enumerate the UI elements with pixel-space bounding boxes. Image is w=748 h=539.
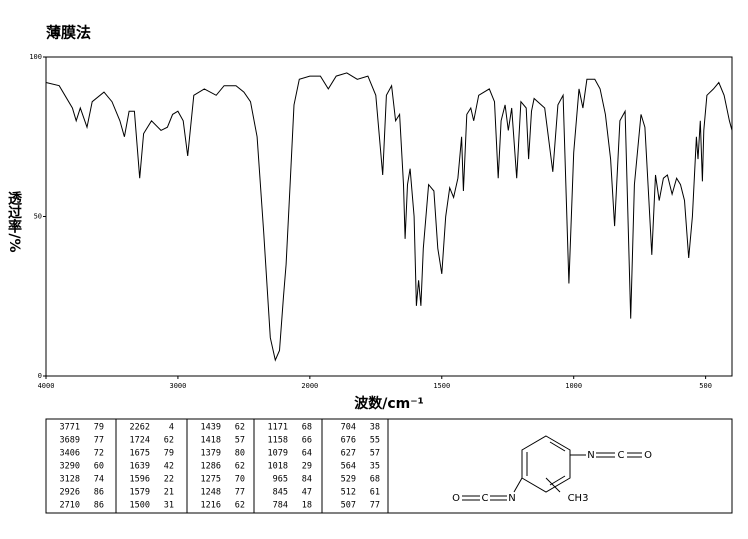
wavenumber: 2710 (60, 501, 80, 511)
wavenumber: 3771 (60, 423, 80, 433)
transmittance: 72 (94, 449, 104, 459)
transmittance: 68 (370, 475, 380, 485)
wavenumber: 1275 (201, 475, 221, 485)
wavenumber: 1248 (201, 488, 221, 498)
y-tick-label: 50 (34, 213, 42, 221)
wavenumber: 3406 (60, 449, 80, 459)
atom-label: N (508, 493, 515, 504)
table-frame (45, 418, 733, 514)
transmittance: 55 (370, 436, 380, 446)
double-bond (549, 475, 566, 486)
atom-label: CH3 (568, 493, 589, 504)
atom-label: C (482, 493, 489, 504)
wavenumber: 1286 (201, 462, 221, 472)
double-bond (549, 441, 566, 452)
chart-title: 薄膜法 (46, 24, 91, 42)
transmittance: 57 (235, 436, 245, 446)
wavenumber: 1079 (268, 449, 288, 459)
wavenumber: 704 (341, 423, 356, 433)
wavenumber: 1639 (130, 462, 150, 472)
transmittance: 60 (94, 462, 104, 472)
transmittance: 66 (302, 436, 312, 446)
y-tick-label: 100 (29, 53, 42, 61)
wavenumber: 1500 (130, 501, 150, 511)
transmittance: 62 (164, 436, 174, 446)
atom-label: N (587, 450, 594, 461)
wavenumber: 676 (341, 436, 356, 446)
transmittance: 4 (169, 423, 174, 433)
transmittance: 29 (302, 462, 312, 472)
wavenumber: 627 (341, 449, 356, 459)
transmittance: 74 (94, 475, 104, 485)
transmittance: 57 (370, 449, 380, 459)
wavenumber: 965 (273, 475, 288, 485)
benzene-ring (521, 435, 571, 493)
transmittance: 62 (235, 462, 245, 472)
transmittance: 38 (370, 423, 380, 433)
wavenumber: 845 (273, 488, 288, 498)
plot-frame (45, 56, 733, 377)
structure-bonds (462, 435, 642, 501)
bond (513, 477, 523, 493)
transmittance: 77 (235, 488, 245, 498)
wavenumber: 2262 (130, 423, 150, 433)
transmittance: 62 (235, 501, 245, 511)
bond (545, 477, 561, 493)
transmittance: 79 (164, 449, 174, 459)
atom-label: O (452, 493, 460, 504)
transmittance: 79 (94, 423, 104, 433)
wavenumber: 1596 (130, 475, 150, 485)
wavenumber: 1216 (201, 501, 221, 511)
spectrum-line (45, 72, 733, 362)
x-tick-label: 1000 (565, 382, 582, 390)
x-axis-label: 波数/cm⁻¹ (354, 395, 424, 412)
wavenumber: 1018 (268, 462, 288, 472)
transmittance: 86 (94, 488, 104, 498)
y-axis-label: 透过率/% (6, 191, 22, 252)
transmittance: 84 (302, 475, 312, 485)
wavenumber: 1158 (268, 436, 288, 446)
transmittance: 64 (302, 449, 312, 459)
wavenumber: 1724 (130, 436, 150, 446)
wavenumber: 507 (341, 501, 356, 511)
wavenumber: 2926 (60, 488, 80, 498)
transmittance: 86 (94, 501, 104, 511)
transmittance: 42 (164, 462, 174, 472)
transmittance: 21 (164, 488, 174, 498)
transmittance: 68 (302, 423, 312, 433)
x-tick-label: 500 (699, 382, 712, 390)
transmittance: 62 (235, 423, 245, 433)
transmittance: 61 (370, 488, 380, 498)
transmittance: 31 (164, 501, 174, 511)
wavenumber: 1379 (201, 449, 221, 459)
atom-label: O (644, 450, 652, 461)
transmittance: 77 (94, 436, 104, 446)
transmittance: 77 (370, 501, 380, 511)
x-tick-label: 3000 (169, 382, 186, 390)
y-tick-label: 0 (38, 372, 42, 380)
wavenumber: 512 (341, 488, 356, 498)
transmittance: 70 (235, 475, 245, 485)
transmittance: 22 (164, 475, 174, 485)
wavenumber: 1171 (268, 423, 288, 433)
wavenumber: 1439 (201, 423, 221, 433)
transmittance: 35 (370, 462, 380, 472)
x-tick-label: 4000 (38, 382, 55, 390)
x-tick-label: 2000 (301, 382, 318, 390)
transmittance: 18 (302, 501, 312, 511)
wavenumber: 784 (273, 501, 288, 511)
wavenumber: 3689 (60, 436, 80, 446)
wavenumber: 3128 (60, 475, 80, 485)
transmittance: 80 (235, 449, 245, 459)
wavenumber: 1418 (201, 436, 221, 446)
wavenumber: 1579 (130, 488, 150, 498)
wavenumber: 1675 (130, 449, 150, 459)
wavenumber: 564 (341, 462, 356, 472)
wavenumber: 3290 (60, 462, 80, 472)
transmittance: 47 (302, 488, 312, 498)
wavenumber: 529 (341, 475, 356, 485)
x-tick-label: 1500 (433, 382, 450, 390)
atom-label: C (618, 450, 625, 461)
